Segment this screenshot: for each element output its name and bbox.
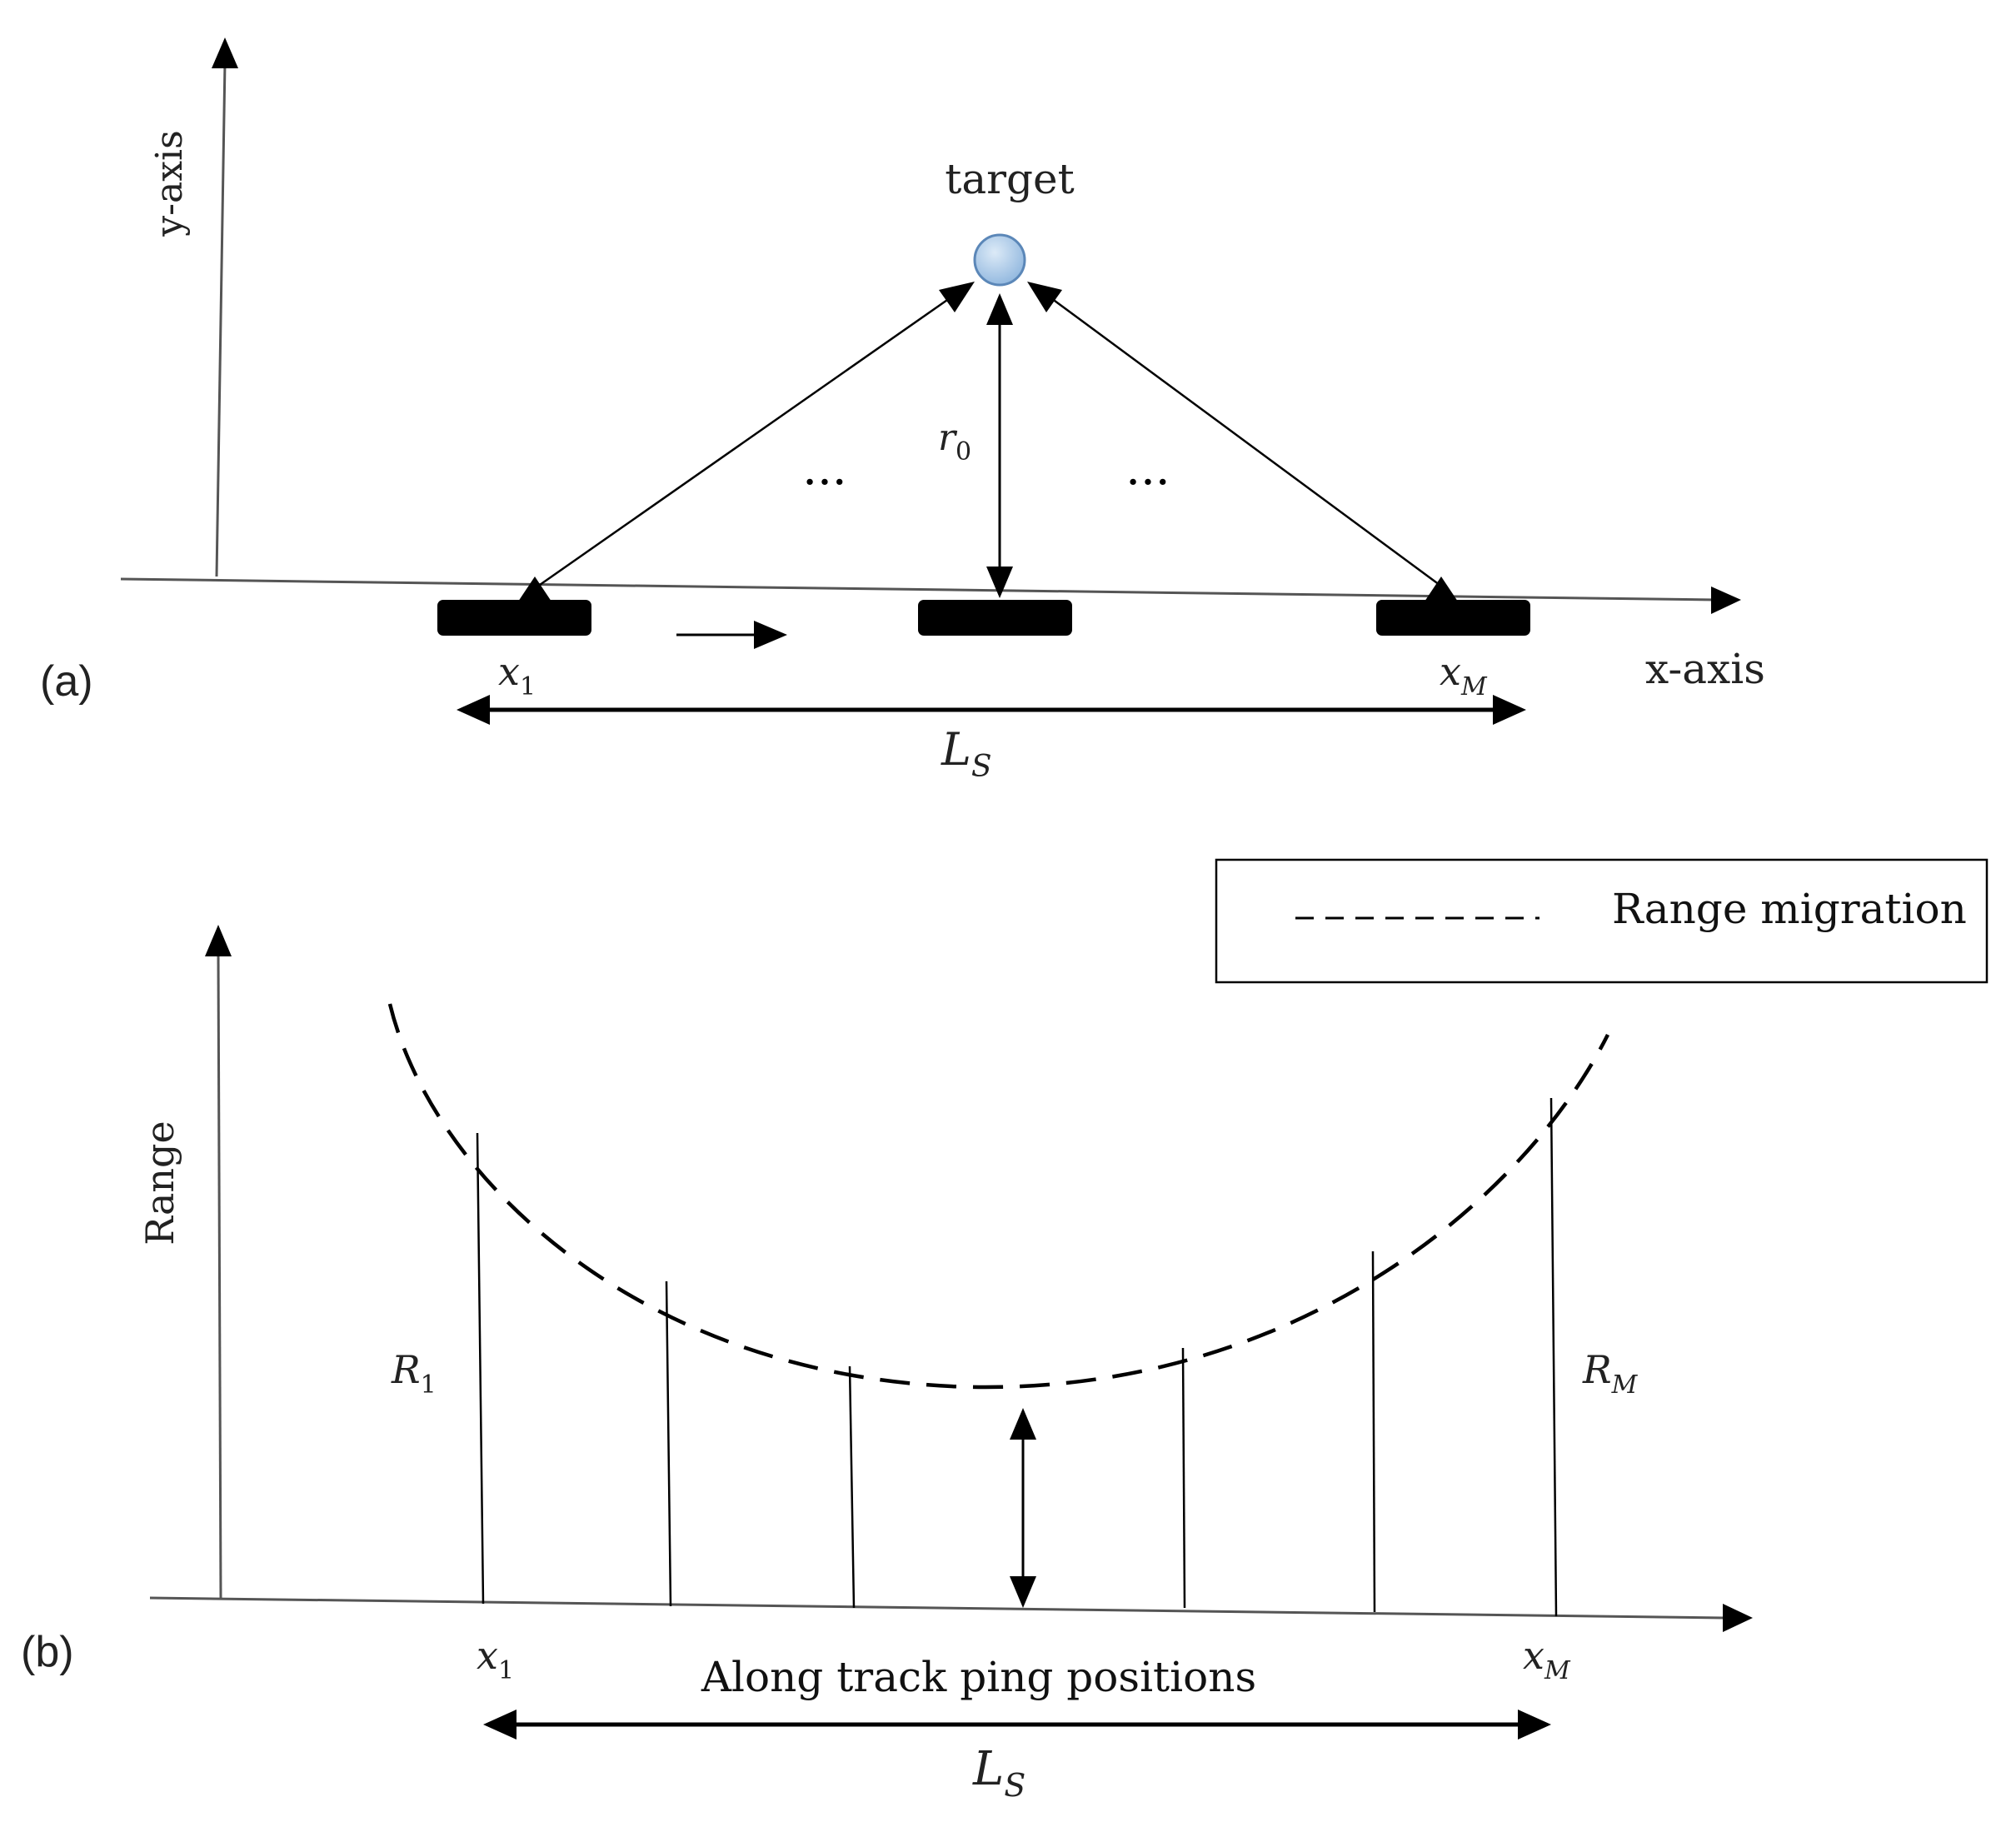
slant-range-first-arrowhead bbox=[939, 282, 975, 312]
range-line-3 bbox=[848, 1365, 856, 1609]
closest-range-label: r0 bbox=[938, 417, 971, 467]
panel-a-x-axis bbox=[120, 577, 1717, 602]
range-line-1 bbox=[476, 1132, 485, 1605]
panel-b-aperture-label: LS bbox=[972, 1742, 1025, 1804]
min-range-arrowhead-bottom bbox=[1010, 1576, 1036, 1608]
panel-b-y-arrowhead bbox=[205, 925, 232, 956]
panel-a-aperture-arrowhead-right bbox=[1493, 695, 1526, 725]
platform-first bbox=[437, 600, 591, 636]
range-line-M bbox=[1549, 1097, 1558, 1617]
panel-b-first-position: x1 bbox=[477, 1633, 514, 1685]
first-range-label: R1 bbox=[391, 1347, 437, 1400]
panel-b-aperture-arrowhead-left bbox=[483, 1710, 516, 1740]
panel-b-tag: (b) bbox=[21, 1628, 74, 1676]
panel-b-aperture-arrowhead-right bbox=[1518, 1710, 1551, 1740]
motion-arrowhead bbox=[754, 621, 787, 649]
panel-a-first-position: x1 bbox=[498, 649, 536, 701]
min-range-arrowhead-top bbox=[1010, 1408, 1036, 1440]
panel-a-y-arrowhead bbox=[212, 37, 238, 68]
dots-left: ··· bbox=[802, 456, 846, 510]
slant-range-first bbox=[539, 297, 951, 587]
panel-a: y-axis x-axis (a) target r0 ··· ··· x1 bbox=[40, 37, 1765, 784]
panel-a-aperture-label: LS bbox=[941, 723, 992, 784]
panel-b-y-axis bbox=[217, 953, 222, 1599]
panel-a-y-axis-label: y-axis bbox=[148, 130, 191, 237]
panel-b-y-axis-label: Range bbox=[137, 1121, 182, 1245]
panel-a-tag: (a) bbox=[40, 657, 93, 706]
target-icon bbox=[973, 233, 1026, 287]
panel-b-x-axis bbox=[149, 1596, 1725, 1620]
platform-first-marker bbox=[518, 577, 551, 602]
range-migration-curve bbox=[387, 1003, 1610, 1390]
panel-a-x-axis-label: x-axis bbox=[1645, 645, 1765, 693]
platform-middle bbox=[918, 600, 1072, 636]
platform-last-marker bbox=[1425, 577, 1458, 602]
panel-b: Range migration Range (b) R1 RM x1 xM Al… bbox=[21, 858, 1989, 1804]
panel-a-aperture-arrowhead-left bbox=[457, 695, 490, 725]
legend-label: Range migration bbox=[1612, 885, 1967, 933]
panel-a-y-axis bbox=[215, 62, 227, 577]
closest-range-arrowhead-bottom bbox=[986, 567, 1013, 598]
panel-b-last-position: xM bbox=[1523, 1633, 1571, 1685]
closest-range-arrowhead-top bbox=[986, 293, 1013, 325]
slant-range-last bbox=[1050, 297, 1440, 587]
panel-a-last-position: xM bbox=[1440, 649, 1488, 701]
legend-box bbox=[1215, 858, 1989, 984]
dots-right: ··· bbox=[1125, 456, 1170, 510]
panel-a-x-arrowhead bbox=[1711, 587, 1741, 614]
range-line-2 bbox=[665, 1280, 672, 1607]
slant-range-last-arrowhead bbox=[1027, 282, 1062, 312]
range-line-4 bbox=[1181, 1347, 1186, 1609]
target-label: target bbox=[945, 155, 1075, 203]
panel-b-x-axis-label: Along track ping positions bbox=[701, 1653, 1256, 1701]
range-line-5 bbox=[1371, 1250, 1376, 1613]
platform-last bbox=[1376, 600, 1530, 636]
panel-b-x-arrowhead bbox=[1723, 1604, 1753, 1632]
last-range-label: RM bbox=[1582, 1347, 1639, 1400]
